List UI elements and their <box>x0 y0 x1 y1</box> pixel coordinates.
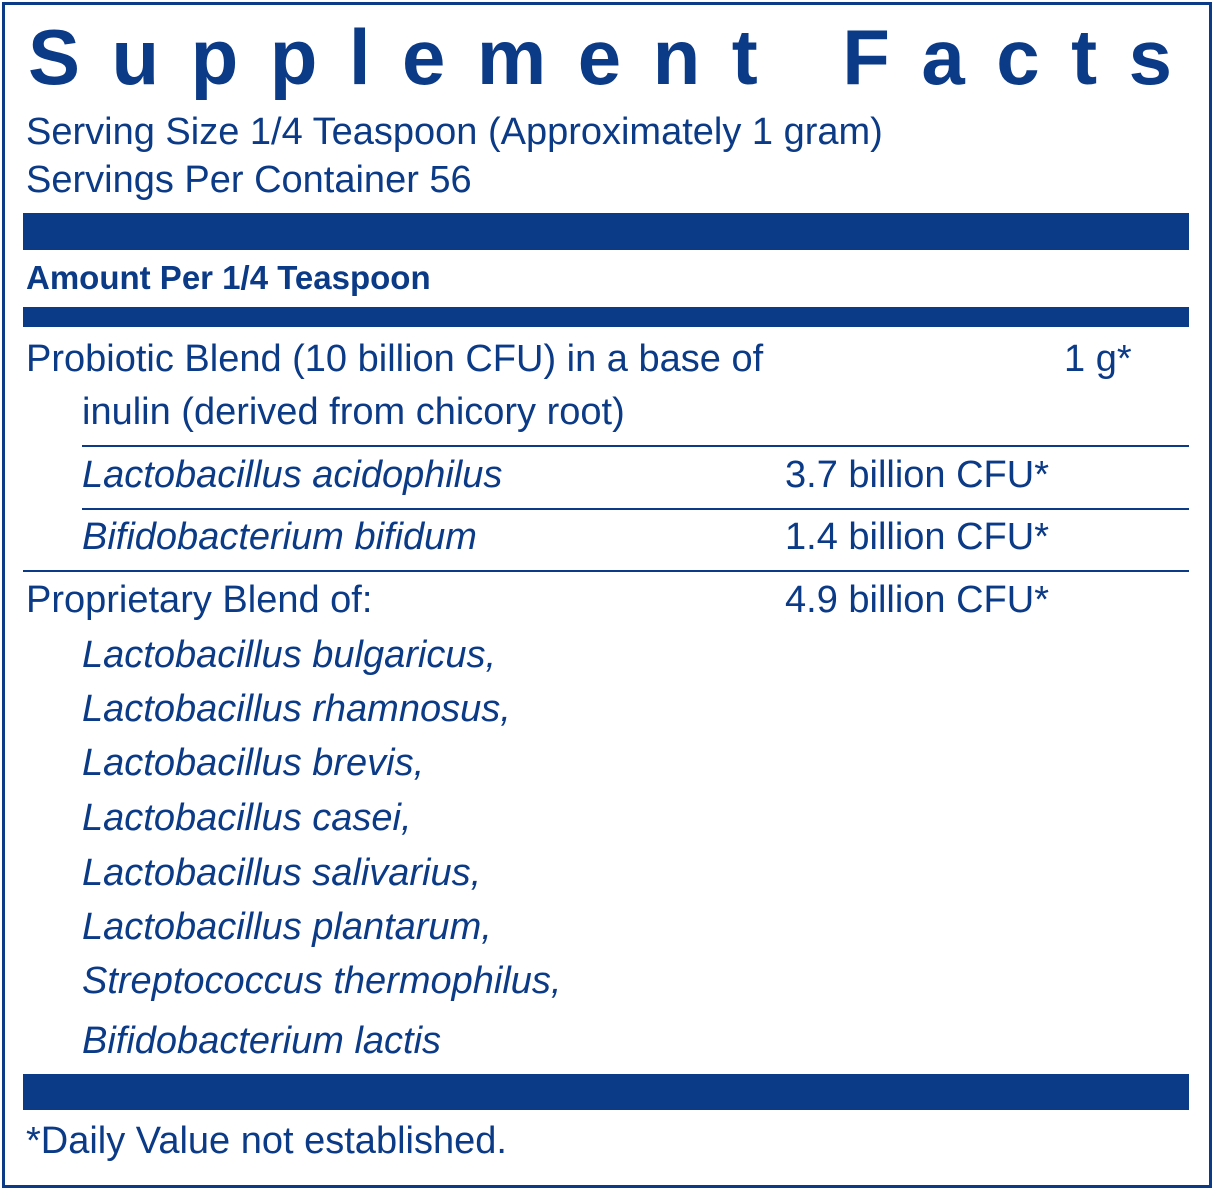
probiotic-blend-line2: inulin (derived from chicory root) <box>82 391 625 433</box>
strain-name: Lactobacillus acidophilus <box>82 454 503 496</box>
row-divider <box>82 508 1189 510</box>
probiotic-blend-amount: 1 g* <box>1064 338 1132 380</box>
servings-per-container: Servings Per Container 56 <box>26 159 472 201</box>
blend-item: Lactobacillus salivarius, <box>82 852 482 894</box>
row-divider <box>82 445 1189 447</box>
blend-item: Lactobacillus rhamnosus, <box>82 688 511 730</box>
blend-item: Streptococcus thermophilus, <box>82 960 562 1002</box>
blend-item: Lactobacillus casei, <box>82 797 412 839</box>
serving-size: Serving Size 1/4 Teaspoon (Approximately… <box>26 111 883 153</box>
proprietary-blend-label: Proprietary Blend of: <box>26 579 373 621</box>
thick-divider <box>23 1074 1189 1110</box>
probiotic-blend-line1: Probiotic Blend (10 billion CFU) in a ba… <box>26 338 764 380</box>
row-divider <box>23 570 1189 572</box>
blend-item: Lactobacillus brevis, <box>82 742 425 784</box>
strain-amount: 3.7 billion CFU* <box>785 454 1049 496</box>
amount-per-heading: Amount Per 1/4 Teaspoon <box>26 259 431 296</box>
blend-item: Lactobacillus bulgaricus, <box>82 634 497 676</box>
strain-amount: 1.4 billion CFU* <box>785 516 1049 558</box>
label-title: Supplement Facts <box>28 13 1204 101</box>
strain-name: Bifidobacterium bifidum <box>82 516 477 558</box>
footnote: *Daily Value not established. <box>26 1120 507 1162</box>
thick-divider <box>23 213 1189 250</box>
blend-item: Lactobacillus plantarum, <box>82 906 492 948</box>
proprietary-blend-amount: 4.9 billion CFU* <box>785 579 1049 621</box>
blend-item: Bifidobacterium lactis <box>82 1020 442 1062</box>
medium-divider <box>23 307 1189 327</box>
